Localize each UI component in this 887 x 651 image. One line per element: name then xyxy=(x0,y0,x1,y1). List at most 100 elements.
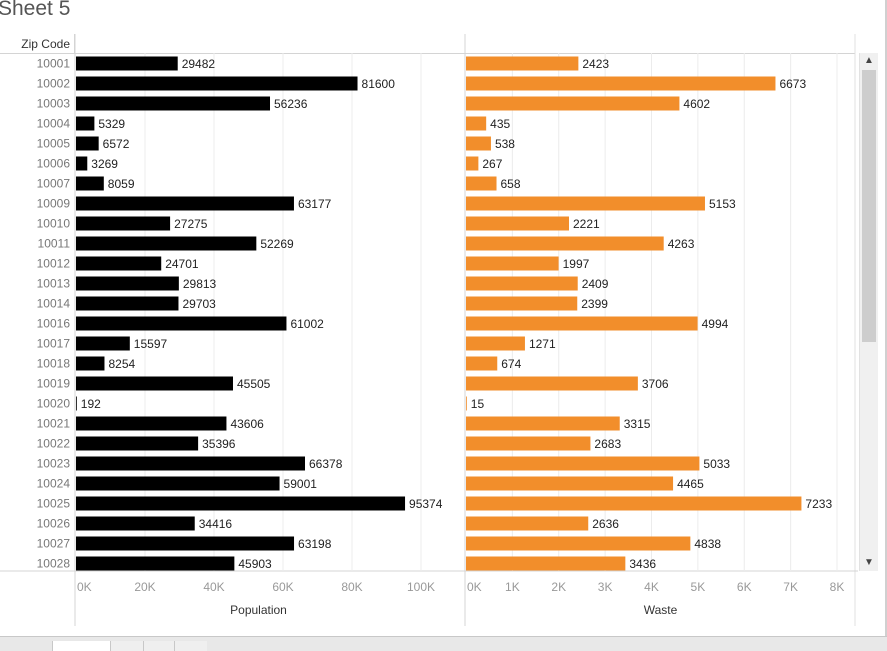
bar xyxy=(466,176,497,191)
row-label: 10010 xyxy=(37,217,71,231)
bar xyxy=(76,116,95,131)
bar xyxy=(76,176,104,191)
data-label: 63198 xyxy=(298,537,332,551)
sheet-tab[interactable] xyxy=(174,641,207,651)
data-label: 2423 xyxy=(582,57,609,71)
bar xyxy=(76,296,179,311)
data-label: 5329 xyxy=(98,117,125,131)
x-tick-label: 3K xyxy=(598,580,613,594)
x-tick-label: 100K xyxy=(407,580,435,594)
bar xyxy=(76,396,77,411)
data-label: 8254 xyxy=(108,357,135,371)
data-label: 34416 xyxy=(199,517,233,531)
bar xyxy=(76,256,162,271)
x-tick-label: 60K xyxy=(272,580,293,594)
x-axis-title: Population xyxy=(230,603,287,617)
bar xyxy=(466,256,559,271)
x-axis-title: Waste xyxy=(644,603,678,617)
bar xyxy=(76,276,179,291)
x-tick-label: 2K xyxy=(551,580,566,594)
row-label: 10016 xyxy=(37,317,71,331)
row-label: 10012 xyxy=(37,257,71,271)
data-label: 27275 xyxy=(174,217,208,231)
data-label: 29813 xyxy=(183,277,217,291)
row-label: 10023 xyxy=(37,457,71,471)
sheet-tab-active[interactable] xyxy=(52,641,110,651)
data-label: 45505 xyxy=(237,377,271,391)
x-tick-label: 7K xyxy=(783,580,798,594)
bar xyxy=(466,236,664,251)
bar xyxy=(76,476,280,491)
data-label: 5153 xyxy=(709,197,736,211)
data-label: 2409 xyxy=(582,277,609,291)
row-label: 10007 xyxy=(37,177,71,191)
data-label: 59001 xyxy=(284,477,318,491)
row-label: 10005 xyxy=(37,137,71,151)
data-label: 45903 xyxy=(238,557,272,571)
bar xyxy=(76,316,287,331)
row-label: 10022 xyxy=(37,437,71,451)
bar xyxy=(466,496,802,511)
data-label: 8059 xyxy=(108,177,135,191)
chevron-down-icon[interactable]: ▼ xyxy=(864,557,874,568)
bar xyxy=(466,56,579,71)
data-label: 6572 xyxy=(103,137,130,151)
bar xyxy=(466,96,680,111)
sheet-tab[interactable] xyxy=(143,641,174,651)
data-label: 29482 xyxy=(182,57,216,71)
bar xyxy=(466,536,691,551)
bar xyxy=(76,196,294,211)
row-label: 10025 xyxy=(37,497,71,511)
data-label: 4263 xyxy=(668,237,695,251)
data-label: 52269 xyxy=(260,237,294,251)
data-label: 95374 xyxy=(409,497,443,511)
bar xyxy=(466,336,525,351)
row-label: 10028 xyxy=(37,557,71,571)
row-label: 10011 xyxy=(38,237,71,251)
bar xyxy=(76,336,130,351)
row-label: 10026 xyxy=(37,517,71,531)
data-label: 81600 xyxy=(362,77,396,91)
x-tick-label: 1K xyxy=(505,580,520,594)
row-label: 10009 xyxy=(37,197,71,211)
x-tick-label: 0K xyxy=(467,580,482,594)
bar xyxy=(466,436,591,451)
data-label: 192 xyxy=(81,397,101,411)
bar xyxy=(76,416,227,431)
chevron-up-icon[interactable]: ▲ xyxy=(864,55,874,66)
sheet-tab-bar xyxy=(0,636,887,651)
row-label: 10006 xyxy=(37,157,71,171)
bar xyxy=(76,456,306,471)
data-label: 2636 xyxy=(592,517,619,531)
data-label: 2221 xyxy=(573,217,600,231)
window-edge xyxy=(885,0,887,636)
bar xyxy=(466,296,578,311)
x-tick-label: 40K xyxy=(203,580,224,594)
bar xyxy=(466,396,467,411)
bar xyxy=(466,456,700,471)
data-label: 3269 xyxy=(91,157,118,171)
sheet-tab[interactable] xyxy=(110,641,143,651)
data-label: 4602 xyxy=(683,97,710,111)
row-label: 10003 xyxy=(37,97,71,111)
bar xyxy=(466,76,776,91)
data-label: 674 xyxy=(501,357,521,371)
bar xyxy=(466,216,569,231)
x-tick-label: 4K xyxy=(644,580,659,594)
x-tick-label: 80K xyxy=(341,580,362,594)
x-tick-label: 20K xyxy=(134,580,155,594)
data-label: 1997 xyxy=(563,257,590,271)
row-label: 10014 xyxy=(37,297,71,311)
scroll-thumb[interactable] xyxy=(862,70,876,342)
data-label: 3706 xyxy=(642,377,669,391)
bar xyxy=(466,556,626,571)
bar xyxy=(76,436,199,451)
sheet-title: Sheet 5 xyxy=(0,0,71,20)
data-label: 7233 xyxy=(805,497,832,511)
data-label: 15597 xyxy=(134,337,168,351)
bar xyxy=(466,196,705,211)
bar xyxy=(466,136,491,151)
data-label: 24701 xyxy=(165,257,199,271)
vertical-scrollbar[interactable]: ▲ ▼ xyxy=(859,53,878,571)
data-label: 15 xyxy=(471,397,485,411)
